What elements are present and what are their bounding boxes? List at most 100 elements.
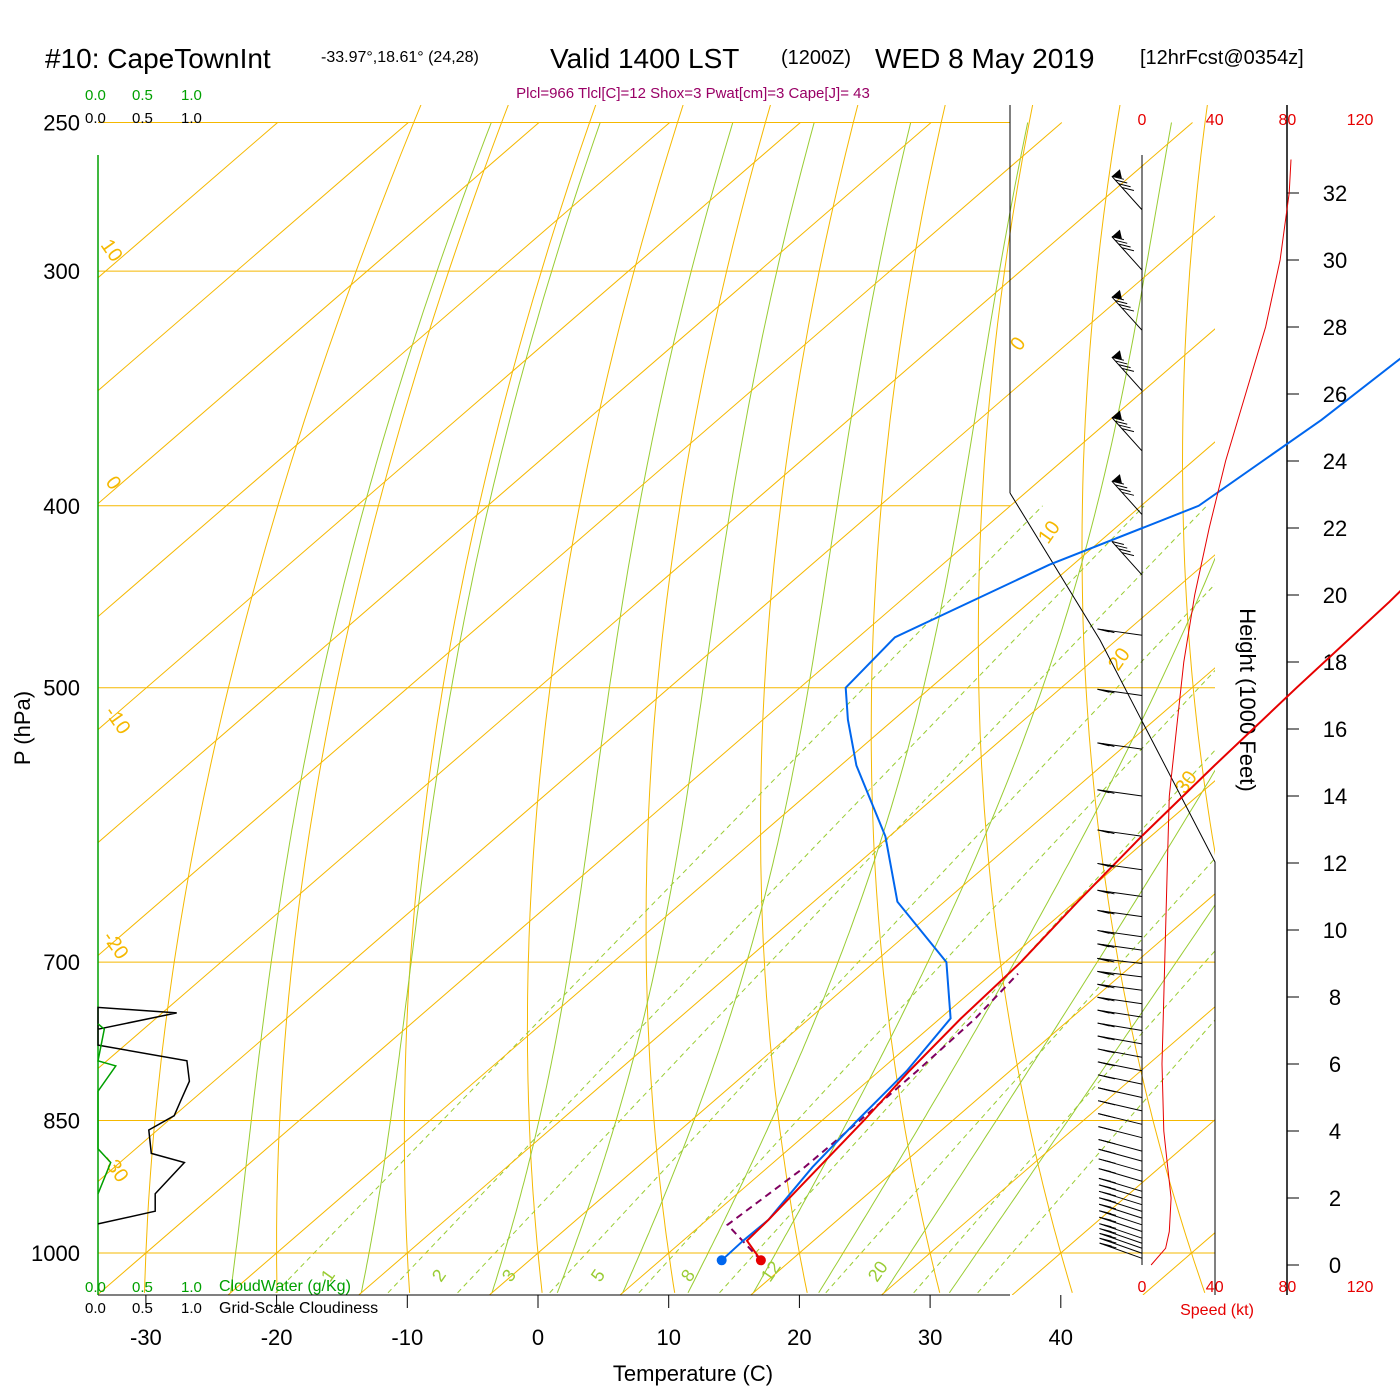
wind-barb-pennant bbox=[1111, 169, 1122, 179]
dry-adiabat bbox=[870, 105, 946, 1293]
wind-barb bbox=[1097, 889, 1143, 897]
wind-barb-feather bbox=[1097, 983, 1110, 988]
height-tick-label: 12 bbox=[1323, 851, 1347, 876]
wind-barb-pennant bbox=[1111, 229, 1122, 239]
wind-barb-feather bbox=[1115, 420, 1128, 425]
cloudiness-label: Grid-Scale Cloudiness bbox=[219, 1300, 378, 1317]
wind-barb bbox=[1097, 688, 1143, 696]
temp-tick-label: 40 bbox=[1049, 1325, 1073, 1350]
wind-barb bbox=[1099, 1228, 1143, 1244]
wind-barb bbox=[1098, 1184, 1143, 1199]
wind-barb-feather bbox=[1115, 300, 1128, 305]
wind-barb-feather bbox=[1097, 789, 1110, 794]
mixing-ratio-label: 3 bbox=[498, 1266, 520, 1286]
wind-barb-feather bbox=[1102, 1049, 1115, 1054]
wind-barb-feather bbox=[1121, 552, 1135, 557]
wind-barb-feather bbox=[1097, 889, 1110, 894]
isotherm bbox=[98, 122, 932, 844]
title-station: #10: CapeTownInt bbox=[45, 43, 271, 74]
wind-barb-pennant bbox=[1111, 289, 1122, 299]
isotherm bbox=[98, 122, 409, 392]
wind-barb-feather bbox=[1115, 544, 1128, 549]
speed-tick-label: 120 bbox=[1347, 112, 1374, 129]
wind-barb-feather bbox=[1097, 929, 1110, 934]
speed-tick-label: 0 bbox=[1138, 112, 1147, 129]
wind-barb-feather bbox=[1102, 958, 1115, 963]
isotherm bbox=[227, 441, 1215, 1295]
wind-barb-feather bbox=[1097, 742, 1110, 747]
wind-barb bbox=[1098, 1168, 1143, 1182]
isotherm bbox=[98, 122, 278, 279]
wind-barbs bbox=[1097, 169, 1143, 1259]
wind-barb bbox=[1111, 169, 1143, 211]
wind-barb-feather bbox=[1115, 239, 1128, 244]
mixing-ratio-line bbox=[638, 669, 1215, 1294]
mixing-ratio-label: 2 bbox=[428, 1266, 450, 1286]
speed-axis-label: Speed (kt) bbox=[1180, 1302, 1254, 1319]
wind-barb-pennant bbox=[1111, 350, 1122, 360]
temp-tick-label: -20 bbox=[261, 1325, 293, 1350]
wind-barb-feather bbox=[1103, 1169, 1116, 1174]
height-tick-label: 2 bbox=[1329, 1186, 1341, 1211]
moist-adiabat bbox=[230, 122, 492, 1293]
wind-barb-feather bbox=[1121, 186, 1135, 191]
isotherms bbox=[98, 122, 1215, 1295]
wind-barb-feather bbox=[1111, 175, 1125, 180]
mixing-ratio-line bbox=[913, 950, 1215, 1294]
wind-barb-feather bbox=[1102, 789, 1115, 794]
temp-tick-label: -10 bbox=[391, 1325, 423, 1350]
wind-barb bbox=[1097, 983, 1143, 991]
dry-adiabat bbox=[403, 105, 597, 1293]
isotherm bbox=[98, 122, 801, 731]
dry-adiabat-label: 20 bbox=[1104, 644, 1135, 675]
wind-barb bbox=[1098, 1100, 1143, 1112]
wind-barb bbox=[1099, 1203, 1143, 1219]
cloudiness-tick-bottom-0: 0.0 bbox=[85, 1300, 106, 1317]
wind-barb-feather bbox=[1102, 1010, 1115, 1015]
isotherm bbox=[489, 667, 1215, 1295]
speed-tick-label: 40 bbox=[1206, 112, 1224, 129]
mixing-ratio-label: 5 bbox=[587, 1266, 609, 1286]
wind-barb-feather bbox=[1102, 1036, 1115, 1041]
height-tick-label: 4 bbox=[1329, 1119, 1341, 1144]
wind-barb-feather bbox=[1103, 1127, 1116, 1132]
pressure-tick-label: 700 bbox=[43, 950, 80, 975]
title-forecast: [12hrFcst@0354z] bbox=[1140, 47, 1304, 69]
sounding-lines bbox=[716, 357, 1400, 1266]
dry-adiabat bbox=[276, 105, 509, 1293]
moist-adiabat bbox=[818, 557, 1215, 1294]
wind-barb bbox=[1097, 1061, 1143, 1072]
moist-adiabat bbox=[360, 122, 601, 1293]
wind-barb-feather bbox=[1102, 1023, 1115, 1028]
mixing-ratio-line bbox=[387, 505, 1145, 1294]
wind-barb bbox=[1097, 1009, 1143, 1018]
wind-barb-feather bbox=[1102, 629, 1115, 634]
mixing-ratio-line bbox=[825, 857, 1215, 1294]
wind-barb-feather bbox=[1102, 971, 1115, 976]
wind-barb bbox=[1097, 996, 1143, 1005]
cloud-water-tick-0: 0.0 bbox=[85, 87, 106, 104]
isotherm bbox=[881, 1006, 1215, 1295]
wind-barb-staff bbox=[1111, 296, 1143, 331]
temp-tick-label: 10 bbox=[656, 1325, 680, 1350]
wind-barb-feather bbox=[1121, 428, 1135, 433]
x-axis-label: Temperature (C) bbox=[613, 1361, 773, 1386]
wind-barb-feather bbox=[1097, 688, 1110, 693]
dry-adiabat bbox=[526, 105, 684, 1293]
wind-barb bbox=[1111, 540, 1143, 576]
dry-adiabat bbox=[1375, 89, 1400, 1293]
wind-barb-feather bbox=[1097, 957, 1110, 962]
pressure-tick-label: 500 bbox=[43, 676, 80, 701]
wind-barb-feather bbox=[1102, 830, 1115, 835]
cloudiness-tick-0: 0.0 bbox=[85, 110, 106, 127]
title-zulu: (1200Z) bbox=[781, 47, 851, 69]
wind-barb-feather bbox=[1118, 364, 1131, 369]
wind-barb-feather bbox=[1103, 1185, 1116, 1190]
wind-barb-feather bbox=[1097, 943, 1110, 948]
wind-barb-feather bbox=[1103, 1198, 1116, 1203]
wind-barb bbox=[1097, 970, 1143, 978]
cloudiness-line bbox=[97, 1006, 191, 1225]
pressure-axis: 250 300 400 500 700 850 1000 bbox=[31, 110, 80, 1266]
wind-barb-feather bbox=[1102, 689, 1115, 694]
